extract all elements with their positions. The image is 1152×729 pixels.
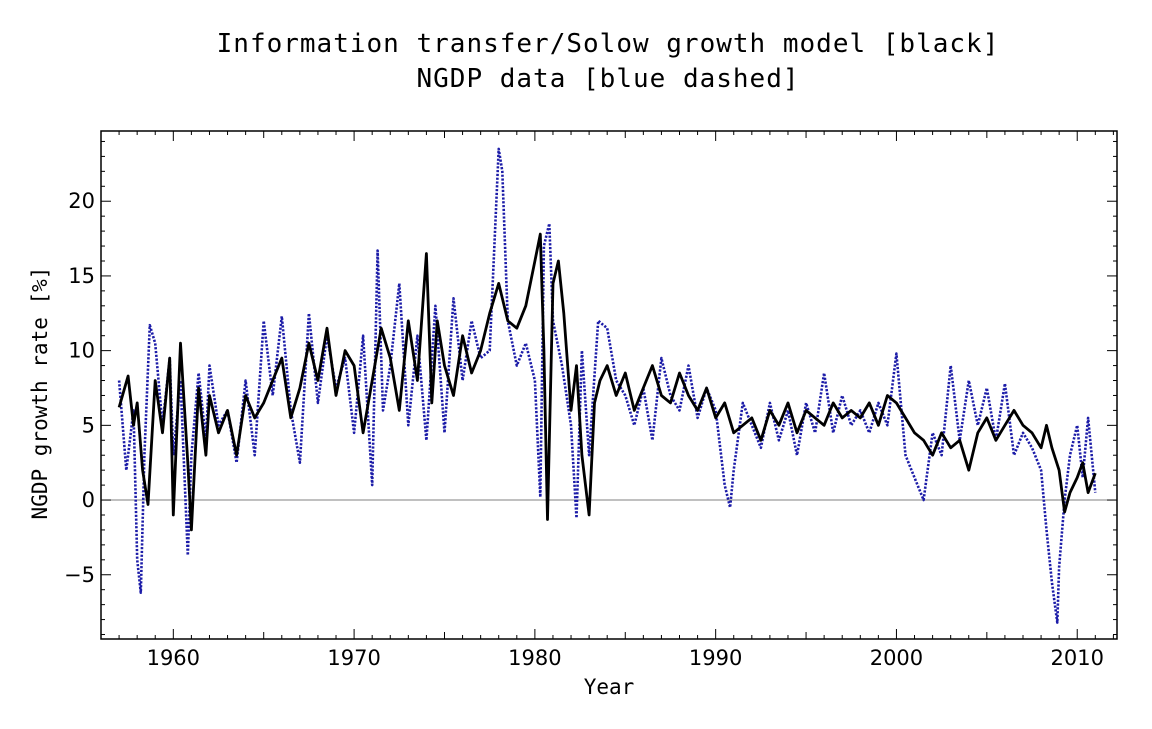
plot-frame [100,130,1118,640]
x-tick-label: 2000 [870,646,923,670]
y-tick-label: 10 [68,339,95,363]
x-tick-label: 1980 [508,646,561,670]
series-layer [117,147,1097,624]
series-line-ngdp-data [117,147,1097,624]
x-tick-label: 1970 [327,646,380,670]
y-tick-label: 0 [82,488,95,512]
y-tick-label: 15 [68,264,95,288]
series-line-model [117,232,1097,532]
chart-title: Information transfer/Solow growth model … [216,29,1000,59]
y-tick-label: −5 [64,563,95,587]
axis-ticks [100,131,1117,639]
x-tick-label: 2010 [1051,646,1104,670]
axis-tick-labels: 1960 1970 1980 1990 2000 2010 −5 0 5 10 15 20 [64,189,1104,670]
y-tick-label: 5 [82,413,95,437]
chart-subtitle: NGDP data [blue dashed] [416,64,800,94]
x-tick-label: 1990 [689,646,742,670]
x-tick-label: 1960 [147,646,200,670]
y-tick-label: 20 [68,189,95,213]
x-axis-label: Year [584,675,635,699]
y-axis-label: NGDP growth rate [%] [28,267,52,520]
